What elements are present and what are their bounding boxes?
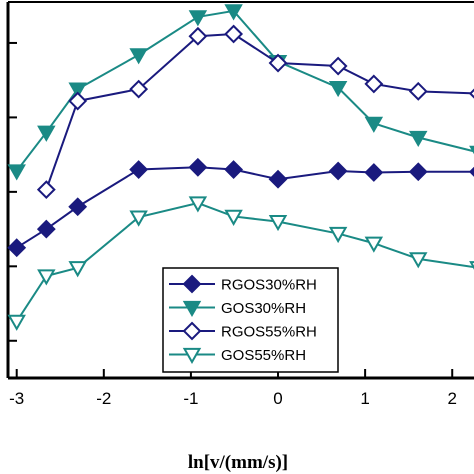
series-line (15, 9, 474, 172)
data-point (268, 53, 288, 73)
data-point (224, 24, 244, 44)
series-rgos30-rh (7, 157, 474, 258)
data-point (469, 145, 474, 155)
data-point (36, 180, 56, 200)
data-point (129, 160, 149, 179)
x-tick-label: -2 (96, 389, 111, 408)
series-rgos55-rh (36, 24, 474, 200)
x-axis-title: ln[v/(mm/s)] (188, 452, 288, 473)
legend-item: GOS55%RH (169, 347, 306, 365)
data-point (188, 26, 208, 46)
data-point (68, 91, 88, 111)
series-gos30-rh (7, 4, 474, 181)
x-tick-label: -1 (183, 389, 198, 408)
legend-item: RGOS55%RH (169, 321, 317, 341)
data-point (268, 169, 288, 189)
data-point (224, 160, 244, 179)
data-point (268, 215, 288, 232)
legend-marker (182, 347, 202, 365)
x-tick-label: 0 (273, 389, 282, 408)
data-point (364, 116, 384, 133)
data-point (129, 48, 148, 65)
legend-label: RGOS30%RH (221, 277, 317, 294)
data-point (328, 80, 348, 98)
series-line (45, 32, 474, 190)
legend-label: GOS55%RH (221, 347, 306, 364)
legend-marker (182, 321, 202, 341)
data-point (129, 210, 148, 227)
legend-label: GOS30%RH (221, 300, 306, 317)
data-point (129, 79, 149, 99)
data-point (188, 157, 208, 177)
data-point (364, 236, 384, 253)
data-point (37, 269, 56, 286)
data-point (408, 162, 428, 182)
data-point (7, 164, 26, 181)
data-point (224, 209, 243, 226)
legend-item: GOS30%RH (169, 300, 306, 318)
legend-marker (182, 300, 202, 318)
data-point (469, 261, 474, 270)
data-point (68, 82, 87, 99)
data-point (468, 88, 474, 99)
data-point (468, 166, 474, 177)
data-point (68, 197, 88, 217)
data-point (328, 226, 348, 244)
data-point (409, 130, 428, 148)
data-point (328, 56, 348, 76)
data-point (188, 196, 208, 213)
x-tick-label: 2 (447, 389, 456, 408)
x-tick-label: 1 (360, 389, 369, 408)
data-point (364, 74, 384, 94)
legend: RGOS30%RH GOS30%RH RGOS55%RH GOS55%RH (162, 267, 339, 373)
series-layer (7, 4, 474, 331)
data-point (37, 125, 56, 142)
data-point (328, 161, 348, 181)
data-point (36, 219, 56, 239)
data-point (224, 4, 243, 21)
data-point (409, 252, 428, 269)
series-gos55-rh (7, 196, 474, 331)
x-tick-label: -3 (9, 389, 24, 408)
data-point (68, 261, 87, 278)
data-point (408, 81, 428, 101)
legend-marker (182, 274, 202, 294)
data-point (364, 163, 384, 182)
legend-item: RGOS30%RH (169, 274, 317, 294)
data-point (188, 10, 208, 27)
legend-label: RGOS55%RH (221, 324, 317, 341)
data-point (7, 314, 26, 331)
data-point (7, 238, 27, 258)
